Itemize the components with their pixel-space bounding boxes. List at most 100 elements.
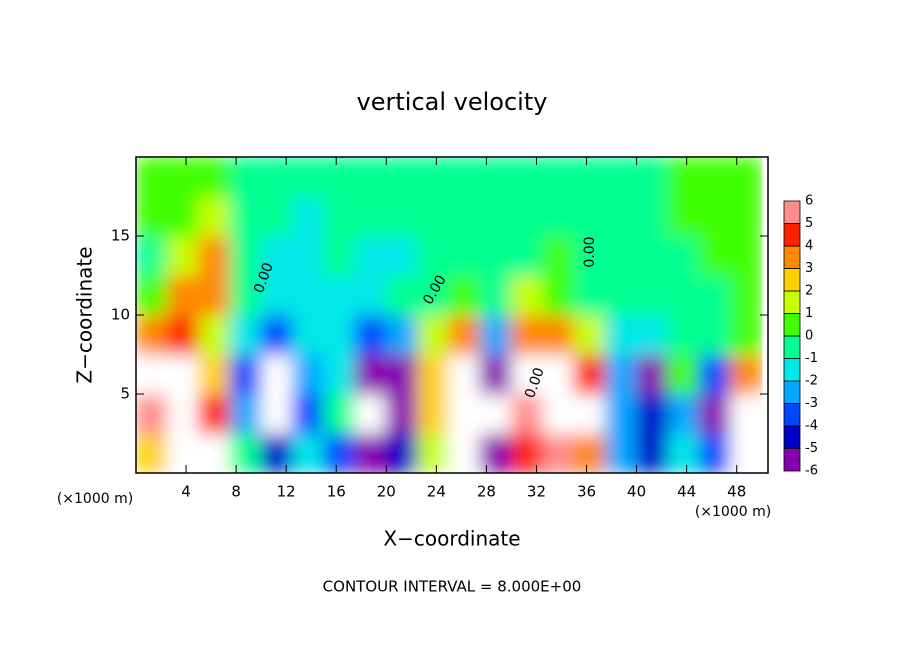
cell bbox=[448, 354, 481, 395]
cell bbox=[604, 235, 638, 276]
cell bbox=[479, 235, 512, 276]
colorbar-tick-label: -5 bbox=[805, 441, 818, 456]
cell bbox=[291, 275, 325, 316]
cell bbox=[198, 314, 231, 355]
cell bbox=[385, 393, 419, 434]
cell bbox=[198, 354, 231, 395]
cell bbox=[354, 354, 387, 395]
cell bbox=[136, 157, 168, 197]
cell bbox=[166, 393, 200, 434]
cell bbox=[636, 275, 669, 316]
cell bbox=[323, 354, 356, 395]
cell bbox=[510, 157, 544, 197]
cell bbox=[354, 235, 387, 276]
cell bbox=[573, 157, 606, 197]
cell bbox=[542, 157, 575, 197]
colorbar-box bbox=[783, 358, 801, 382]
y-tick-label: 10 bbox=[111, 306, 130, 324]
cell bbox=[573, 275, 606, 316]
cell bbox=[136, 235, 168, 276]
cell bbox=[198, 196, 231, 237]
cell bbox=[385, 354, 419, 395]
x-tick-label: 28 bbox=[477, 483, 496, 501]
cell bbox=[291, 354, 325, 395]
cell bbox=[573, 433, 606, 473]
cell bbox=[604, 314, 638, 355]
cell bbox=[260, 354, 293, 395]
colorbar-tick-label: -4 bbox=[805, 419, 818, 434]
cell bbox=[260, 433, 293, 473]
cell bbox=[354, 433, 387, 473]
colorbar-tick-label: 5 bbox=[805, 216, 813, 231]
cell bbox=[260, 393, 293, 434]
cell bbox=[698, 275, 731, 316]
cell bbox=[573, 393, 606, 434]
x-tick-label: 16 bbox=[327, 483, 346, 501]
cell bbox=[542, 275, 575, 316]
colorbar-box bbox=[783, 200, 801, 224]
cell bbox=[323, 275, 356, 316]
colorbar-tick-label: 4 bbox=[805, 239, 813, 254]
cell bbox=[604, 196, 638, 237]
cell bbox=[729, 393, 763, 434]
cell bbox=[542, 354, 575, 395]
x-tick-label: 36 bbox=[577, 483, 596, 501]
cell bbox=[510, 314, 544, 355]
cell bbox=[667, 235, 700, 276]
cell bbox=[323, 433, 356, 473]
colorbar-box bbox=[783, 245, 801, 269]
cell bbox=[667, 433, 700, 473]
cell bbox=[229, 196, 262, 237]
cell bbox=[136, 314, 168, 355]
cell bbox=[291, 314, 325, 355]
x-tick-label: 20 bbox=[377, 483, 396, 501]
cell bbox=[667, 275, 700, 316]
cell bbox=[729, 275, 763, 316]
cell bbox=[667, 196, 700, 237]
cell bbox=[354, 157, 387, 197]
cell bbox=[354, 393, 387, 434]
cell bbox=[479, 354, 512, 395]
cell bbox=[323, 235, 356, 276]
x-tick-label: 4 bbox=[181, 483, 191, 501]
cell bbox=[229, 235, 262, 276]
x-tick-label: 32 bbox=[527, 483, 546, 501]
colorbar-box bbox=[783, 380, 801, 404]
cell bbox=[510, 433, 544, 473]
cell bbox=[479, 275, 512, 316]
cell bbox=[354, 196, 387, 237]
cell bbox=[323, 393, 356, 434]
cell bbox=[291, 433, 325, 473]
cell bbox=[698, 314, 731, 355]
cell bbox=[729, 433, 763, 473]
colorbar-tick-label: 6 bbox=[805, 194, 813, 209]
cell bbox=[136, 196, 168, 237]
cell bbox=[573, 314, 606, 355]
cell bbox=[542, 393, 575, 434]
cell bbox=[479, 393, 512, 434]
cell bbox=[510, 275, 544, 316]
cell bbox=[229, 393, 262, 434]
cell bbox=[667, 393, 700, 434]
cell bbox=[729, 196, 763, 237]
cell bbox=[166, 235, 200, 276]
cell bbox=[479, 196, 512, 237]
cell bbox=[229, 433, 262, 473]
colorbar-box bbox=[783, 403, 801, 427]
cell bbox=[604, 275, 638, 316]
cell bbox=[417, 275, 450, 316]
cell bbox=[667, 314, 700, 355]
cells bbox=[136, 157, 763, 473]
colorbar-box bbox=[783, 448, 801, 472]
cell bbox=[542, 433, 575, 473]
cell bbox=[136, 275, 168, 316]
colorbar-tick-label: -6 bbox=[805, 464, 818, 479]
colorbar-box bbox=[783, 223, 801, 247]
cell bbox=[698, 393, 731, 434]
cell bbox=[136, 433, 168, 473]
colorbar-box bbox=[783, 335, 801, 359]
cell bbox=[448, 157, 481, 197]
cell bbox=[636, 235, 669, 276]
cell bbox=[323, 314, 356, 355]
